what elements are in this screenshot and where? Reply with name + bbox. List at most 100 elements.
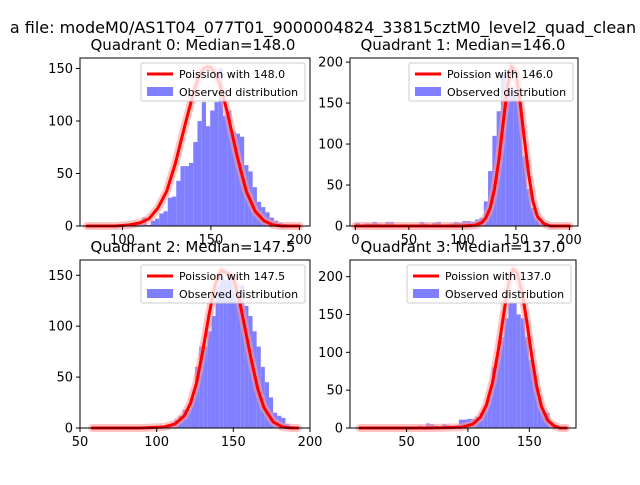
histogram-bar (533, 375, 538, 428)
histogram-bar (505, 70, 510, 226)
y-tick-label: 100 (318, 138, 343, 153)
y-tick-label: 50 (56, 371, 73, 386)
histogram-bar (180, 166, 185, 226)
histogram-bar (236, 290, 241, 428)
histogram-bar (524, 337, 530, 428)
legend: Poission with 137.0 Observed distribution (406, 264, 572, 304)
y-tick-label: 100 (48, 115, 73, 130)
x-tick-label: 150 (199, 233, 224, 248)
legend-label-poisson: Poission with 147.5 (179, 270, 285, 283)
y-tick-label: 150 (48, 62, 73, 77)
y-tick-label: 0 (335, 220, 343, 235)
x-tick-label: 200 (287, 233, 312, 248)
panel-quadrant-3: 50 100 150 0 50 100 150 200 Poission with 137.0 O… (318, 238, 577, 450)
y-tick-label: 150 (318, 97, 343, 112)
histogram-bar (529, 359, 534, 428)
legend-bar-swatch (147, 87, 173, 96)
histogram-bar (167, 197, 172, 226)
legend-label-observed: Observed distribution (179, 288, 298, 301)
histogram-bar (504, 318, 509, 428)
panel-title: Quadrant 1: Median=146.0 (361, 36, 566, 54)
x-tick-label: 50 (401, 233, 418, 248)
histogram-bar (210, 110, 215, 226)
histogram-bar (193, 142, 198, 226)
x-tick-label: 100 (455, 435, 480, 450)
x-tick-label: 200 (557, 233, 582, 248)
panel-title: Quadrant 0: Median=148.0 (91, 36, 296, 54)
y-tick-label: 0 (335, 422, 343, 437)
y-tick-label: 100 (318, 346, 343, 361)
legend: Poission with 147.5 Observed distribution (140, 264, 306, 304)
legend-label-observed: Observed distribution (179, 86, 298, 99)
histogram-bar (513, 94, 519, 226)
panel-title: Quadrant 2: Median=147.5 (91, 238, 296, 256)
legend-label-poisson: Poission with 137.0 (445, 270, 551, 283)
y-tick-label: 50 (56, 167, 73, 182)
histogram-bar (201, 102, 206, 226)
histogram-bar (231, 131, 236, 226)
legend-frame (140, 62, 306, 102)
histogram-bar (235, 133, 240, 226)
histogram-bar (500, 337, 505, 428)
histogram-bar (150, 220, 156, 226)
y-tick-label: 50 (326, 179, 343, 194)
histogram-bar (186, 409, 191, 428)
histogram-bar (163, 211, 168, 226)
axes-frame (349, 259, 577, 429)
histogram-bar (522, 156, 527, 226)
legend-bar-swatch (415, 87, 441, 96)
histogram-bar (518, 103, 523, 226)
x-tick-label: 150 (504, 233, 529, 248)
histogram-bar (218, 68, 223, 226)
legend: Poission with 146.0 Observed distribution (408, 62, 574, 102)
histogram-bar (496, 352, 501, 428)
x-tick-label: 150 (221, 435, 246, 450)
histogram-bar (172, 196, 177, 226)
panel-title: Quadrant 3: Median=137.0 (361, 238, 566, 256)
histogram-bar (223, 280, 228, 428)
histogram-bar (211, 316, 216, 428)
panel-quadrant-0: 100 150 200 0 50 100 150 Poission with 148.0 Obs… (48, 36, 312, 248)
legend-bar-swatch (147, 289, 173, 298)
histogram-bar (190, 397, 195, 428)
legend-label-poisson: Poission with 146.0 (447, 68, 553, 81)
histogram-bar (512, 303, 517, 428)
histogram-bar (487, 392, 492, 428)
figure-suptitle: a file: modeM0/AS1T04_077T01_9000004824_… (10, 18, 636, 38)
y-tick-label: 100 (48, 320, 73, 335)
histogram-bar (516, 314, 521, 428)
y-tick-label: 200 (318, 56, 343, 71)
histogram-bar (520, 318, 525, 428)
histogram-bar (197, 121, 202, 226)
x-tick-label: 100 (144, 435, 169, 450)
histogram-bar (155, 218, 160, 226)
y-tick-label: 200 (318, 270, 343, 285)
histogram-bar (203, 346, 208, 428)
x-tick-label: 150 (517, 435, 542, 450)
histogram-bar (281, 417, 286, 428)
legend-label-poisson: Poission with 148.0 (179, 68, 285, 81)
histogram-bar (231, 275, 237, 428)
legend: Poission with 148.0 Observed distribution (140, 62, 306, 102)
histogram-bar (199, 346, 204, 428)
histogram-bar (188, 163, 194, 226)
x-tick-label: 200 (298, 435, 323, 450)
histogram-bar (530, 207, 536, 226)
legend-label-observed: Observed distribution (447, 86, 566, 99)
histogram-bar (184, 166, 189, 226)
x-tick-label: 50 (398, 435, 415, 450)
histogram-bar (537, 397, 542, 428)
histogram-bar (222, 115, 228, 226)
panel-quadrant-1: 0 50 100 150 200 0 50 100 150 200 Poission with 14… (318, 36, 582, 248)
x-tick-label: 50 (72, 435, 89, 450)
axes-frame (79, 259, 311, 429)
histogram-bar (240, 285, 245, 428)
histogram-bar (526, 189, 531, 226)
histogram-bar (227, 110, 232, 226)
legend-frame (140, 264, 306, 304)
x-tick-label: 100 (110, 233, 135, 248)
histogram-bar (205, 126, 211, 226)
legend-label-observed: Observed distribution (445, 288, 564, 301)
